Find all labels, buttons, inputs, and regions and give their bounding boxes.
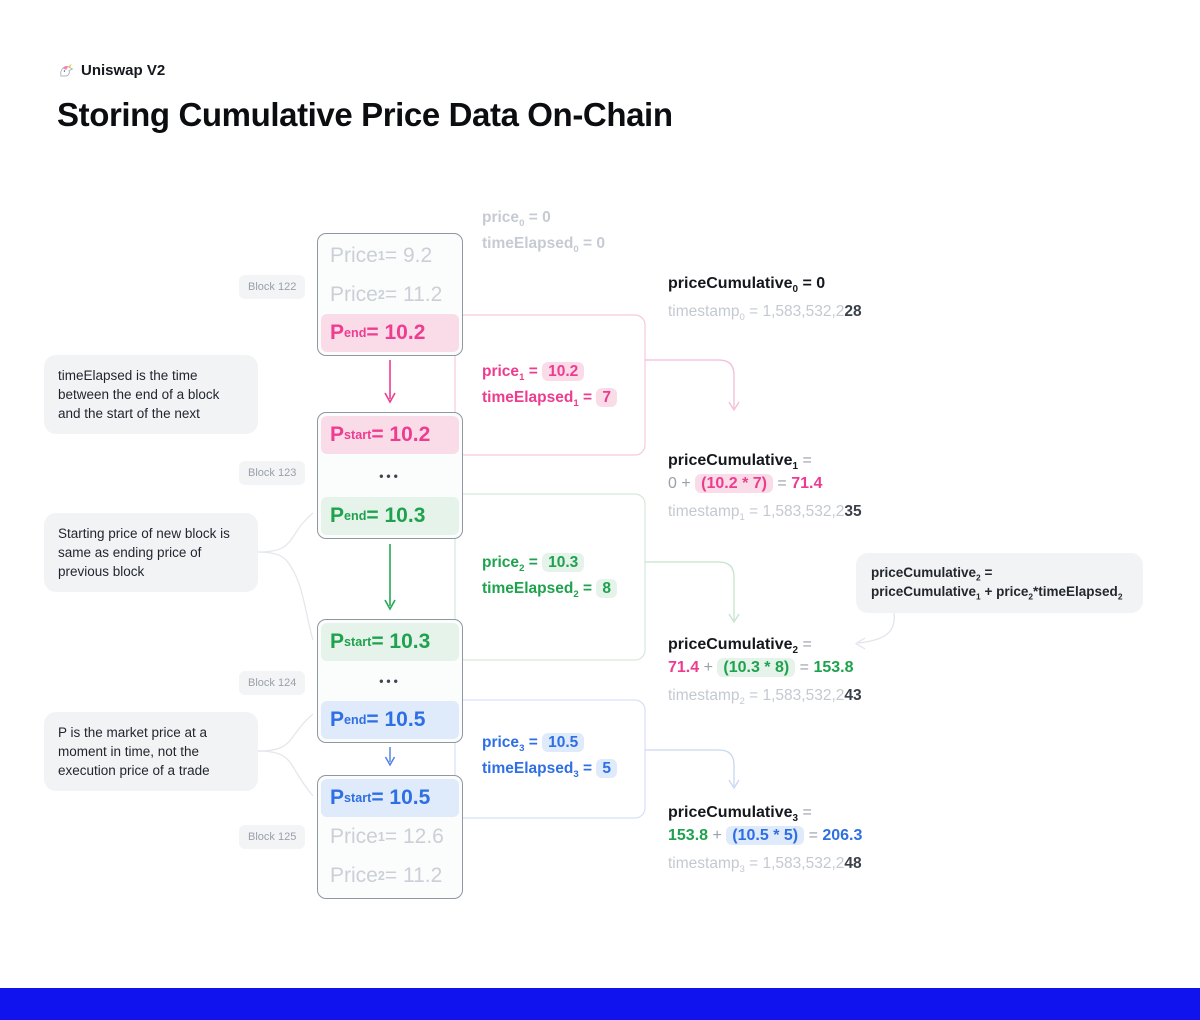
formula-note-arrow [854, 612, 895, 650]
logo-label: Uniswap V2 [81, 62, 166, 79]
timestamp-line: timestamp2 = 1,583,532,243 [668, 687, 862, 708]
formula-line-2: priceCumulative1 + price2*timeElapsed2 [871, 583, 1123, 602]
cumulative-1-group: priceCumulative1 = 0 + (10.2 * 7) = 71.4… [668, 450, 862, 522]
block-123-label: Block 123 [239, 461, 306, 485]
formula-note: priceCumulative2 = priceCumulative1 + pr… [856, 553, 1143, 613]
price-line: price3 = 10.5 [482, 730, 617, 756]
note-time-elapsed: timeElapsed is the time between the end … [44, 355, 258, 435]
note-starting-price: Starting price of new block is same as e… [44, 513, 258, 593]
block-row-price1: Price 1 = 12.6 [330, 825, 444, 848]
price-line: price2 = 10.3 [482, 550, 617, 576]
price-line: price0 = 0 [482, 209, 551, 230]
annotation-price3: price3 = 10.5 timeElapsed3 = 5 [482, 730, 617, 781]
cumulative-equation: 71.4 + (10.3 * 8) = 153.8 [668, 658, 854, 677]
blue-bracket-outline [454, 699, 646, 819]
block-row-dots: ••• [379, 468, 401, 483]
cumulative-0-group: priceCumulative0 = 0 timestamp0 = 1,583,… [668, 273, 862, 322]
cumulative-title: priceCumulative1 = [668, 452, 812, 473]
unicorn-icon [60, 63, 74, 77]
cumulative-equation: 0 + (10.2 * 7) = 71.4 [668, 474, 823, 493]
cumulative-title: priceCumulative2 = [668, 636, 812, 657]
green-flow-arrow [645, 561, 740, 624]
time-elapsed-line: timeElapsed1 = 7 [482, 385, 617, 411]
starting-price-note-brace [257, 512, 314, 641]
annotation-price1: price1 = 10.2 timeElapsed1 = 7 [482, 359, 617, 410]
page-title: Storing Cumulative Price Data On-Chain [57, 96, 673, 133]
note-market-price: P is the market price at a moment in tim… [44, 712, 258, 792]
bottom-accent-bar [0, 988, 1200, 1020]
timestamp-line: timestamp0 = 1,583,532,228 [668, 303, 862, 324]
time-elapsed-line: timeElapsed0 = 0 [482, 234, 605, 255]
green-bracket-outline [454, 493, 646, 661]
time-elapsed-line: timeElapsed2 = 8 [482, 576, 617, 602]
timestamp-line: timestamp3 = 1,583,532,248 [668, 855, 862, 876]
cumulative-3-group: priceCumulative3 = 153.8 + (10.5 * 5) = … [668, 802, 862, 874]
block-124-to-125-arrow [384, 747, 396, 767]
cumulative-2-group: priceCumulative2 = 71.4 + (10.3 * 8) = 1… [668, 634, 862, 706]
block-row-price1: Price 1 = 9.2 [330, 244, 433, 267]
price-line: price1 = 10.2 [482, 359, 617, 385]
block-row-price2: Price 2 = 11.2 [330, 864, 443, 887]
block-row-price2: Price 2 = 11.2 [330, 282, 443, 306]
block-122-label: Block 122 [239, 275, 306, 299]
formula-line-1: priceCumulative2 = [871, 565, 993, 583]
time-elapsed-line: timeElapsed3 = 5 [482, 756, 617, 782]
cumulative-title: priceCumulative3 = [668, 804, 812, 825]
annotation-price0: price0 = 0 timeElapsed0 = 0 [482, 205, 605, 256]
market-price-note-brace [257, 713, 314, 797]
cumulative-title: priceCumulative0 = 0 [668, 275, 826, 296]
blue-flow-arrow [645, 749, 740, 790]
block-124-label: Block 124 [239, 671, 306, 695]
pink-bracket-outline [454, 314, 646, 456]
uniswap-logo: Uniswap V2 [58, 62, 165, 79]
pink-flow-arrow [645, 359, 740, 412]
block-123-to-124-arrow [384, 544, 396, 611]
block-122-to-123-arrow [384, 360, 396, 404]
annotation-price2: price2 = 10.3 timeElapsed2 = 8 [482, 550, 617, 601]
block-row-dots: ••• [379, 674, 401, 688]
block-125-label: Block 125 [239, 825, 306, 849]
cumulative-equation: 153.8 + (10.5 * 5) = 206.3 [668, 826, 863, 845]
timestamp-line: timestamp1 = 1,583,532,235 [668, 503, 862, 524]
